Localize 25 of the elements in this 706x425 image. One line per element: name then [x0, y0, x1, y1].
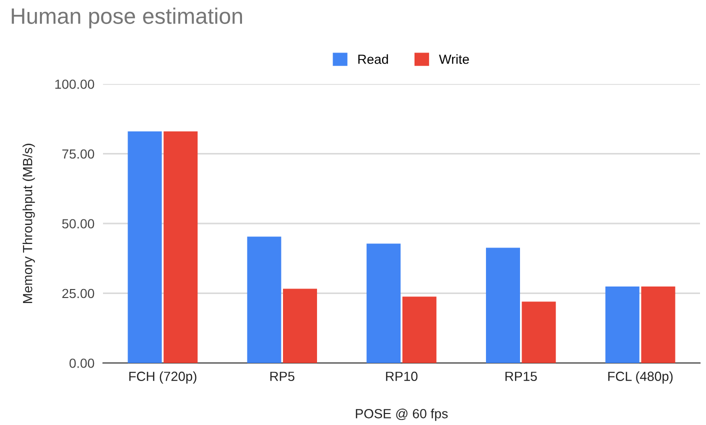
chart-title: Human pose estimation	[12, 8, 242, 28]
x-tick-label: FCL (480p)	[608, 371, 673, 384]
bar	[164, 131, 198, 363]
x-tick-label: RP5	[270, 372, 294, 382]
y-tick-label: 0.00	[70, 358, 94, 368]
y-tick-label: 50.00	[62, 219, 94, 228]
bar	[522, 302, 556, 363]
bar	[282, 288, 318, 363]
y-tick-label: 25.00	[62, 288, 94, 298]
legend-label: Write	[438, 54, 469, 64]
x-tick-label: RP10	[386, 372, 418, 382]
x-tick-label: RP15	[505, 372, 537, 382]
bar	[605, 286, 640, 363]
bar	[247, 236, 282, 363]
bar	[486, 248, 520, 363]
bar	[366, 244, 401, 363]
x-tick-label: FCH (720p)	[129, 371, 196, 384]
y-tick-label: 100.00	[55, 80, 94, 89]
y-tick-label: 75.00	[62, 149, 94, 159]
bar	[402, 296, 436, 363]
y-axis-title: Memory Throughput (MB/s)	[22, 144, 35, 303]
x-axis-title: POSE @ 60 fps	[356, 408, 448, 421]
legend-label: Read	[358, 54, 388, 64]
bar	[128, 131, 162, 363]
bar	[641, 286, 676, 363]
